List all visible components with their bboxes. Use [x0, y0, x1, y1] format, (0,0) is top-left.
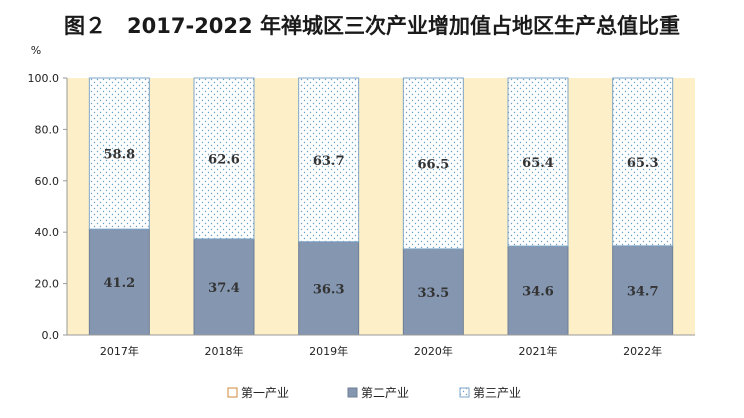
bar-series-2-2 [298, 77, 360, 243]
plot-background [67, 78, 695, 335]
data-label: 58.8 [103, 148, 135, 163]
bar-series-2-5 [612, 77, 674, 247]
y-tick-label: 20.0 [35, 278, 60, 291]
legend-swatch [459, 387, 470, 398]
data-label: 65.3 [627, 156, 659, 171]
chart-title: 图２ 2017-2022 年禅城区三次产业增加值占地区生产总值比重 [64, 14, 680, 38]
bar-series-1-4 [507, 245, 569, 336]
y-axis-ticks: 0.0 20.0 40.0 60.0 80.0 100.0 [28, 72, 67, 342]
x-tick-label: 2020年 [414, 344, 453, 358]
bar-series-1-0 [88, 228, 150, 336]
data-label: 37.4 [208, 281, 240, 296]
y-axis-unit: % [31, 44, 41, 57]
legend-label: 第三产业 [473, 386, 521, 400]
y-tick-label: 0.0 [42, 329, 60, 342]
legend-swatch [347, 387, 358, 398]
x-tick-label: 2018年 [205, 344, 244, 358]
data-label: 66.5 [417, 157, 449, 172]
y-tick-label: 80.0 [35, 123, 60, 136]
data-label: 34.7 [627, 284, 659, 299]
bar-series-2-0 [88, 77, 150, 230]
legend-label: 第二产业 [361, 386, 409, 400]
data-label: 33.5 [417, 286, 449, 301]
bar-series-1-3 [402, 248, 464, 336]
data-label: 41.2 [103, 276, 135, 291]
y-tick-label: 40.0 [35, 226, 60, 239]
bar-series-1-2 [298, 241, 360, 336]
legend-swatch [227, 387, 238, 398]
data-label: 63.7 [313, 154, 345, 169]
bar-series-1-1 [193, 238, 255, 336]
legend-label: 第一产业 [241, 386, 289, 400]
bar-series-2-3 [402, 77, 464, 250]
x-axis-ticks: 2017年 2018年 2019年 2020年 2021年 2022年 [100, 344, 662, 358]
x-tick-label: 2019年 [309, 344, 348, 358]
legend: 第一产业 第二产业 第三产业 [227, 386, 521, 400]
bar-series-2-1 [193, 77, 255, 240]
bar-series-2-4 [507, 77, 569, 247]
bars: 41.2 58.8 37.4 62.6 36.3 63.7 33.5 66.5 34.6 65.4… [88, 77, 674, 336]
x-tick-label: 2017年 [100, 344, 139, 358]
data-label: 36.3 [313, 282, 345, 297]
y-tick-label: 100.0 [28, 72, 60, 85]
x-tick-label: 2021年 [519, 344, 558, 358]
data-label: 65.4 [522, 156, 554, 171]
data-label: 34.6 [522, 285, 554, 300]
y-tick-label: 60.0 [35, 175, 60, 188]
data-label: 62.6 [208, 152, 240, 167]
x-tick-label: 2022年 [623, 344, 662, 358]
